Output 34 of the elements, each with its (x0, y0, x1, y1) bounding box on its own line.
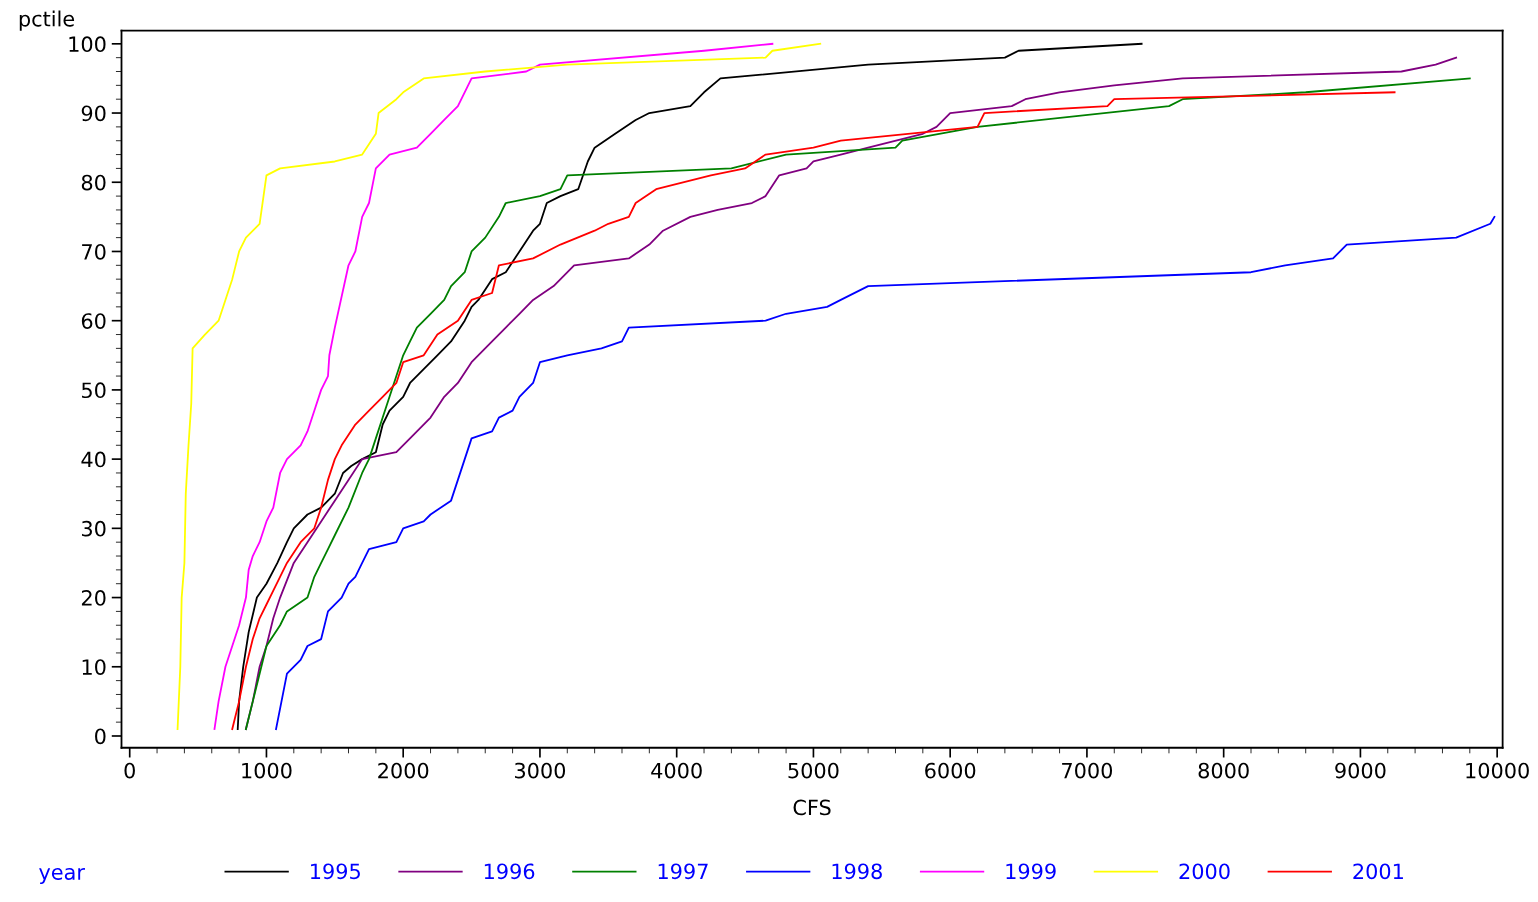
x-tick-label: 6000 (925, 762, 976, 779)
x-tick-label: 2000 (378, 762, 429, 779)
x-axis-title: CFS (793, 799, 831, 816)
y-tick-label: 20 (81, 590, 106, 606)
x-tick-label: 0 (124, 762, 135, 779)
legend-label: 1999 (1006, 863, 1056, 880)
legend-label: 2000 (1179, 863, 1230, 880)
y-tick-label: 80 (81, 174, 106, 191)
legend-label: 2001 (1353, 863, 1403, 880)
legend-label: 1997 (658, 863, 708, 880)
x-tick-label: 3000 (515, 762, 566, 779)
y-tick-label: 40 (81, 451, 106, 468)
y-tick-label: 100 (69, 36, 106, 53)
y-axis-title: pctile (19, 10, 75, 31)
y-tick-label: 70 (82, 243, 106, 260)
x-tick-label: 9000 (1335, 762, 1386, 779)
y-tick-label: 60 (81, 313, 106, 329)
legend-title: year (39, 867, 85, 884)
x-tick-label: 7000 (1062, 762, 1113, 779)
x-tick-label: 10000 (1466, 762, 1529, 779)
legend-label: 1998 (832, 863, 882, 880)
y-tick-label: 30 (82, 520, 106, 537)
x-tick-label: 5000 (788, 762, 839, 779)
y-tick-label: 50 (82, 382, 106, 399)
legend-label: 1996 (484, 863, 535, 880)
x-tick-label: 8000 (1198, 762, 1249, 779)
y-tick-label: 0 (95, 728, 106, 745)
line-series (236, 42, 1143, 730)
legend-label: 1995 (311, 863, 360, 880)
y-tick-label: 90 (81, 105, 106, 122)
x-tick-label: 1000 (242, 762, 292, 779)
x-tick-label: 4000 (651, 762, 702, 779)
y-tick-label: 10 (82, 659, 106, 675)
line-series (275, 215, 1496, 730)
